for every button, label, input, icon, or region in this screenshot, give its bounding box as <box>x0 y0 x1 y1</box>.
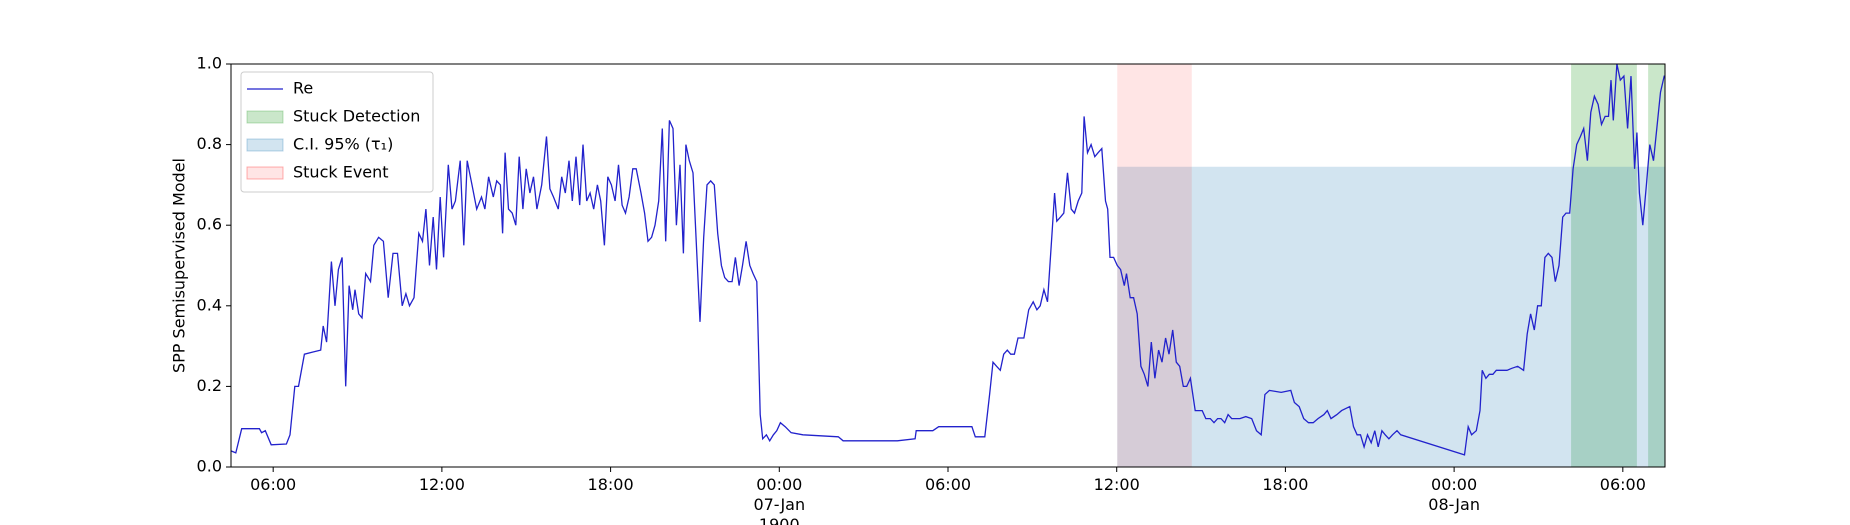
y-tick-label: 0.6 <box>197 215 222 234</box>
x-tick-label: 12:00 <box>1093 475 1140 494</box>
legend-patch <box>246 166 284 180</box>
legend-label: C.I. 95% (τ₁) <box>293 135 393 154</box>
legend-patch <box>246 138 284 152</box>
x-tick-label: 12:00 <box>418 475 465 494</box>
x-tick-label: 06:00 <box>924 475 972 494</box>
y-tick-label: 0.4 <box>197 295 222 314</box>
span <box>1117 64 1192 467</box>
y-tick-label: 0.8 <box>197 134 222 153</box>
x-tick-label: 18:00 <box>1262 475 1309 494</box>
x-tick-label: 06:00 <box>1599 475 1646 494</box>
x-tick-label: 00:00 08-Jan <box>1428 475 1480 514</box>
legend-label: Stuck Event <box>293 163 389 182</box>
y-axis-label: SPP Semisupervised Model <box>170 158 189 373</box>
y-tick-label: 0.2 <box>197 376 222 395</box>
span <box>1117 166 1665 467</box>
legend-box <box>240 71 434 193</box>
y-tick-label: 0.0 <box>197 457 222 476</box>
legend-label: Stuck Detection <box>293 107 420 126</box>
span <box>1648 64 1665 467</box>
y-tick-label: 1.0 <box>197 54 222 73</box>
x-tick-label: 00:00 07-Jan 1900 <box>753 475 806 525</box>
line <box>230 63 1665 456</box>
legend-patch <box>246 110 284 124</box>
x-tick-label: 18:00 <box>587 475 634 494</box>
x-tick-label: 06:00 <box>250 475 297 494</box>
legend-label: Re <box>293 79 313 98</box>
